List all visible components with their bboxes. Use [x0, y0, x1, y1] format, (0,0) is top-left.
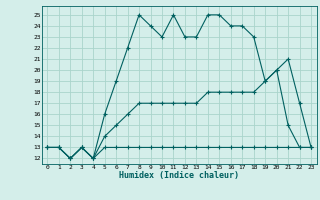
X-axis label: Humidex (Indice chaleur): Humidex (Indice chaleur) — [119, 171, 239, 180]
